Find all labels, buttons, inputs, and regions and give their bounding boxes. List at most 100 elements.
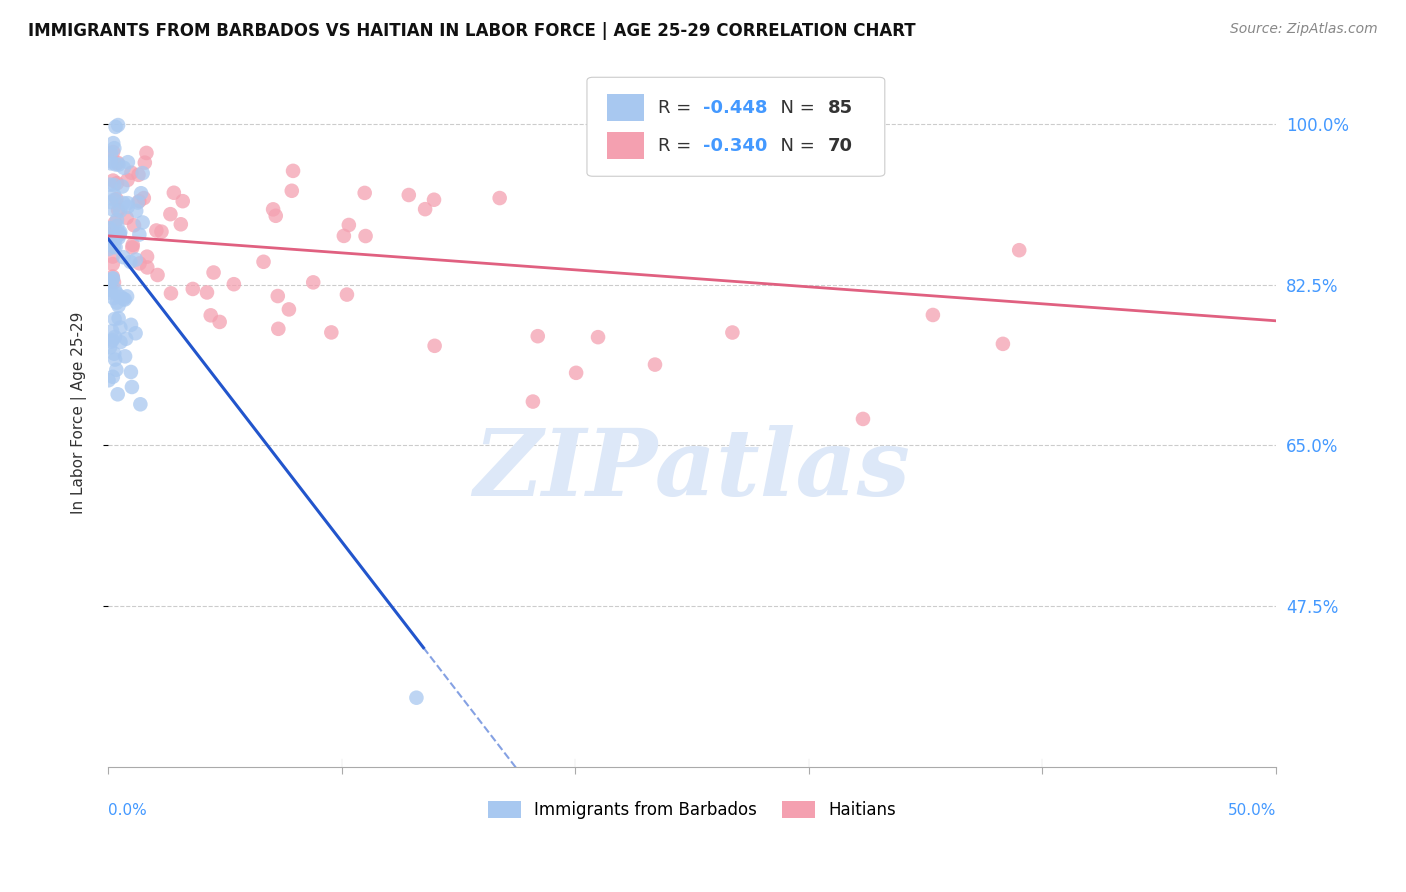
Point <box>128 194 150 209</box>
Point <box>107 157 129 171</box>
Point <box>354 229 377 244</box>
Point <box>107 156 129 170</box>
Point <box>222 277 245 292</box>
Point <box>262 202 284 217</box>
Point <box>105 286 128 301</box>
Point <box>104 240 127 254</box>
Point <box>100 274 122 288</box>
Point <box>200 309 222 323</box>
Point <box>267 322 290 336</box>
Point <box>114 293 136 307</box>
Point <box>101 271 124 285</box>
Point <box>97 373 120 387</box>
Point <box>122 219 145 233</box>
Point <box>120 166 142 180</box>
Text: ZIPatlas: ZIPatlas <box>474 425 911 515</box>
Point <box>115 289 138 303</box>
Point <box>208 315 231 329</box>
Point <box>101 202 124 217</box>
Point <box>100 334 122 349</box>
Point <box>107 231 129 245</box>
Point <box>110 320 132 334</box>
Point <box>101 269 124 284</box>
Point <box>112 161 135 175</box>
Point <box>398 188 420 202</box>
Point <box>163 186 186 200</box>
Point <box>125 203 148 218</box>
Point <box>111 179 134 194</box>
Point <box>100 154 122 169</box>
Point <box>103 347 125 361</box>
Point <box>121 380 143 394</box>
Text: -0.448: -0.448 <box>703 99 768 117</box>
Point <box>100 283 122 297</box>
Point <box>172 194 194 209</box>
Point <box>115 211 138 225</box>
Point <box>128 256 150 270</box>
Text: N =: N = <box>769 99 821 117</box>
Point <box>121 240 143 254</box>
Point <box>103 240 125 254</box>
Point <box>423 193 446 207</box>
Point <box>277 302 299 317</box>
FancyBboxPatch shape <box>607 132 644 160</box>
Point <box>97 242 120 256</box>
Point <box>159 207 181 221</box>
Point <box>103 312 125 326</box>
Point <box>100 146 122 161</box>
Point <box>97 221 120 235</box>
Point <box>181 282 204 296</box>
Point <box>264 209 287 223</box>
Point <box>98 340 121 354</box>
Point <box>135 145 157 160</box>
Point <box>195 285 218 300</box>
Point <box>105 295 128 310</box>
Point <box>121 238 143 252</box>
Point <box>104 330 127 344</box>
Point <box>526 329 548 343</box>
Point <box>252 254 274 268</box>
Point <box>110 290 132 304</box>
Point <box>413 202 436 216</box>
Point <box>145 223 167 237</box>
Point <box>127 195 149 210</box>
Point <box>721 326 744 340</box>
Point <box>321 326 343 340</box>
Point <box>120 318 142 332</box>
Point <box>124 326 146 341</box>
Point <box>852 412 875 426</box>
Point <box>136 250 159 264</box>
Point <box>112 292 135 306</box>
Point <box>120 255 142 269</box>
Point <box>129 397 152 411</box>
Text: Source: ZipAtlas.com: Source: ZipAtlas.com <box>1230 22 1378 37</box>
Point <box>98 178 121 192</box>
Point <box>281 164 304 178</box>
Point <box>160 286 183 301</box>
Point <box>107 311 129 326</box>
Text: 70: 70 <box>828 136 852 155</box>
Point <box>105 192 128 206</box>
Point <box>103 178 125 192</box>
Text: -0.340: -0.340 <box>703 136 766 155</box>
Point <box>107 118 129 132</box>
Point <box>337 218 360 232</box>
Text: R =: R = <box>658 99 697 117</box>
Point <box>101 226 124 240</box>
Point <box>100 195 122 210</box>
Text: IMMIGRANTS FROM BARBADOS VS HAITIAN IN LABOR FORCE | AGE 25-29 CORRELATION CHART: IMMIGRANTS FROM BARBADOS VS HAITIAN IN L… <box>28 22 915 40</box>
Point <box>114 349 136 363</box>
Point <box>644 358 666 372</box>
Point <box>104 231 127 245</box>
Point <box>101 324 124 338</box>
Legend: Immigrants from Barbados, Haitians: Immigrants from Barbados, Haitians <box>481 794 903 825</box>
Point <box>101 173 124 187</box>
Point <box>922 308 945 322</box>
Point <box>136 260 159 275</box>
Text: 0.0%: 0.0% <box>108 804 146 818</box>
Point <box>112 196 135 211</box>
Point <box>108 227 131 242</box>
Point <box>98 282 121 296</box>
Point <box>132 191 155 205</box>
Text: 50.0%: 50.0% <box>1227 804 1277 818</box>
